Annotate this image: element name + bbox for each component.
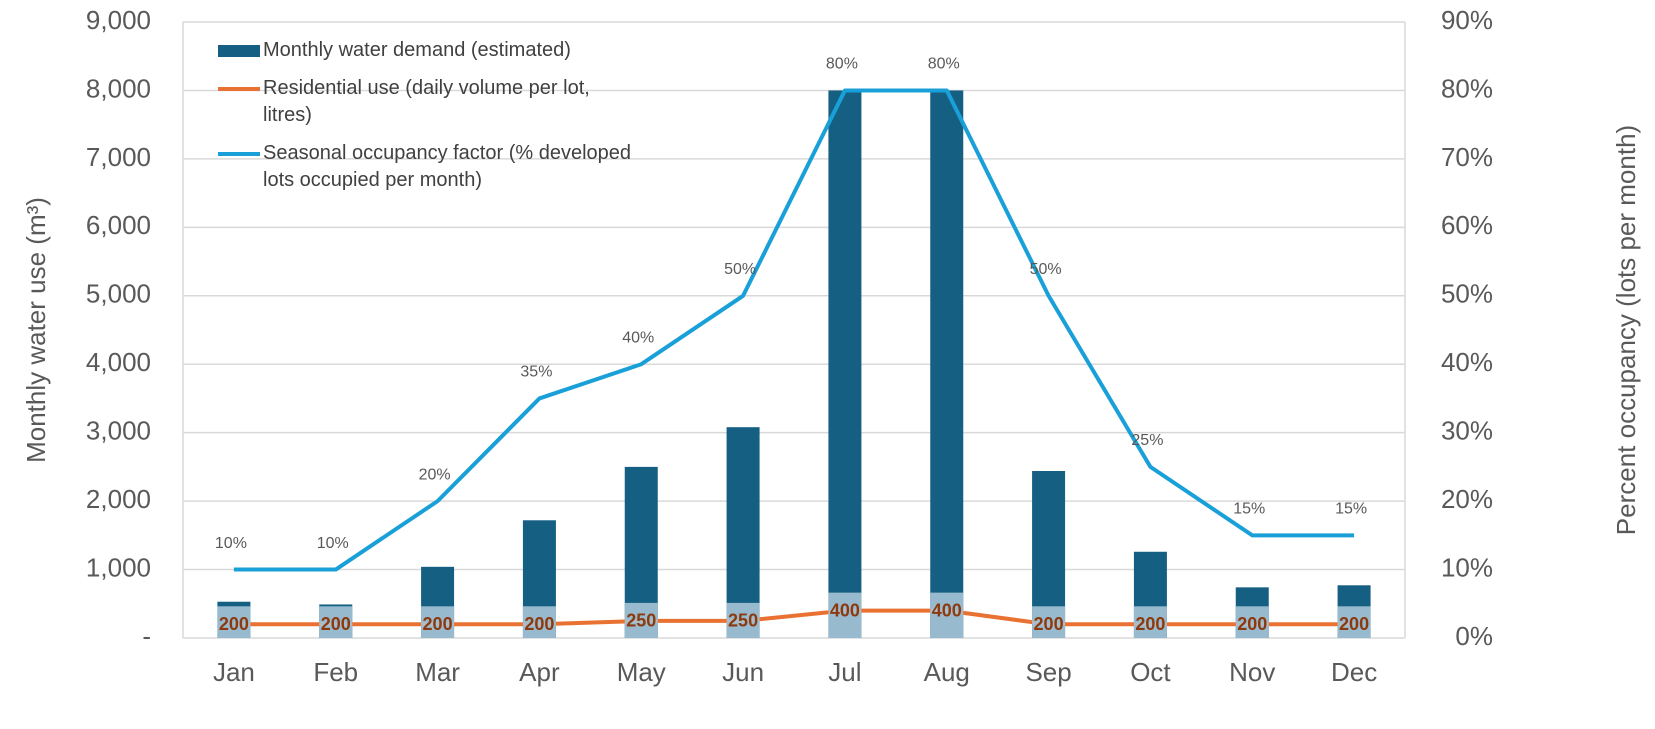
data-label-box bbox=[1337, 606, 1371, 638]
x-tick-label: Apr bbox=[519, 657, 560, 687]
x-tick-label: Jun bbox=[722, 657, 764, 687]
legend-line: Seasonal occupancy factor (% developed bbox=[263, 142, 631, 164]
y2-tick-label: 80% bbox=[1441, 73, 1493, 103]
y-tick-label: 9,000 bbox=[86, 5, 151, 35]
legend-label: Residential use (daily volume per lot, li… bbox=[263, 77, 590, 126]
data-label-box bbox=[726, 602, 760, 638]
y2-tick-label: 40% bbox=[1441, 347, 1493, 377]
data-label-box bbox=[828, 592, 862, 638]
data-label: 200 bbox=[1339, 614, 1369, 634]
y-tick-label: 6,000 bbox=[86, 210, 151, 240]
data-label-box bbox=[522, 606, 556, 638]
data-label: 40% bbox=[622, 329, 654, 346]
bar bbox=[726, 427, 760, 638]
line bbox=[233, 88, 1355, 572]
legend-swatch bbox=[218, 45, 260, 57]
y-tick-label: 1,000 bbox=[86, 552, 151, 582]
line bbox=[233, 608, 1355, 627]
y-tick-label: - bbox=[142, 621, 151, 651]
y-tick-label: 5,000 bbox=[86, 279, 151, 309]
data-label-box bbox=[1133, 606, 1167, 638]
legend-label: Seasonal occupancy factor (% developed lo… bbox=[263, 142, 631, 191]
data-label: 400 bbox=[830, 600, 860, 620]
data-label-box bbox=[1235, 606, 1269, 638]
y-tick-label: 7,000 bbox=[86, 142, 151, 172]
data-label: 200 bbox=[1237, 614, 1267, 634]
legend-line: lots occupied per month) bbox=[263, 169, 482, 191]
data-label: 50% bbox=[1030, 261, 1062, 278]
data-label: 200 bbox=[1034, 614, 1064, 634]
y2-tick-label: 30% bbox=[1441, 416, 1493, 446]
y-tick-label: 3,000 bbox=[86, 416, 151, 446]
legend-line: litres) bbox=[263, 104, 312, 126]
data-label-box bbox=[624, 602, 658, 638]
y2-axis-title: Percent occupancy (lots per month) bbox=[1611, 125, 1641, 535]
data-label: 20% bbox=[419, 466, 451, 483]
data-label: 15% bbox=[1335, 501, 1367, 518]
x-tick-label: Dec bbox=[1331, 657, 1377, 687]
data-label: 80% bbox=[928, 56, 960, 73]
y2-tick-label: 10% bbox=[1441, 552, 1493, 582]
y2-tick-label: 60% bbox=[1441, 210, 1493, 240]
data-label-box bbox=[421, 606, 455, 638]
data-label-box bbox=[1032, 606, 1066, 638]
x-tick-label: Jan bbox=[213, 657, 255, 687]
legend-line: Monthly water demand (estimated) bbox=[263, 39, 571, 61]
data-label: 200 bbox=[321, 614, 351, 634]
bar bbox=[930, 90, 964, 638]
legend-label: Monthly water demand (estimated) bbox=[263, 39, 571, 61]
y2-tick-label: 70% bbox=[1441, 142, 1493, 172]
y2-tick-label: 20% bbox=[1441, 484, 1493, 514]
x-tick-label: May bbox=[617, 657, 666, 687]
x-tick-label: Feb bbox=[313, 657, 358, 687]
data-label: 80% bbox=[826, 56, 858, 73]
data-label-box bbox=[319, 606, 353, 638]
data-label: 10% bbox=[215, 535, 247, 552]
data-label: 10% bbox=[317, 535, 349, 552]
data-label: 25% bbox=[1131, 432, 1163, 449]
data-label: 400 bbox=[932, 600, 962, 620]
y2-tick-label: 0% bbox=[1455, 621, 1493, 651]
y-tick-label: 4,000 bbox=[86, 347, 151, 377]
data-label: 200 bbox=[219, 614, 249, 634]
y-axis-title: Monthly water use (m³) bbox=[21, 197, 51, 463]
y-tick-label: 8,000 bbox=[86, 73, 151, 103]
x-tick-label: Jul bbox=[828, 657, 861, 687]
data-label: 200 bbox=[524, 614, 554, 634]
y2-tick-label: 90% bbox=[1441, 5, 1493, 35]
data-label-box bbox=[217, 606, 251, 638]
data-label: 200 bbox=[1135, 614, 1165, 634]
x-tick-label: Mar bbox=[415, 657, 460, 687]
data-label: 200 bbox=[423, 614, 453, 634]
data-label: 250 bbox=[626, 611, 656, 631]
x-tick-label: Oct bbox=[1130, 657, 1171, 687]
x-tick-label: Sep bbox=[1025, 657, 1071, 687]
data-label: 15% bbox=[1233, 501, 1265, 518]
y2-tick-label: 50% bbox=[1441, 279, 1493, 309]
data-label: 250 bbox=[728, 611, 758, 631]
y-tick-label: 2,000 bbox=[86, 484, 151, 514]
data-label: 50% bbox=[724, 261, 756, 278]
bar bbox=[828, 90, 862, 638]
data-label: 35% bbox=[520, 364, 552, 381]
x-tick-label: Nov bbox=[1229, 657, 1275, 687]
legend-line: Residential use (daily volume per lot, bbox=[263, 77, 590, 99]
x-tick-label: Aug bbox=[924, 657, 970, 687]
data-label-box bbox=[930, 592, 964, 638]
